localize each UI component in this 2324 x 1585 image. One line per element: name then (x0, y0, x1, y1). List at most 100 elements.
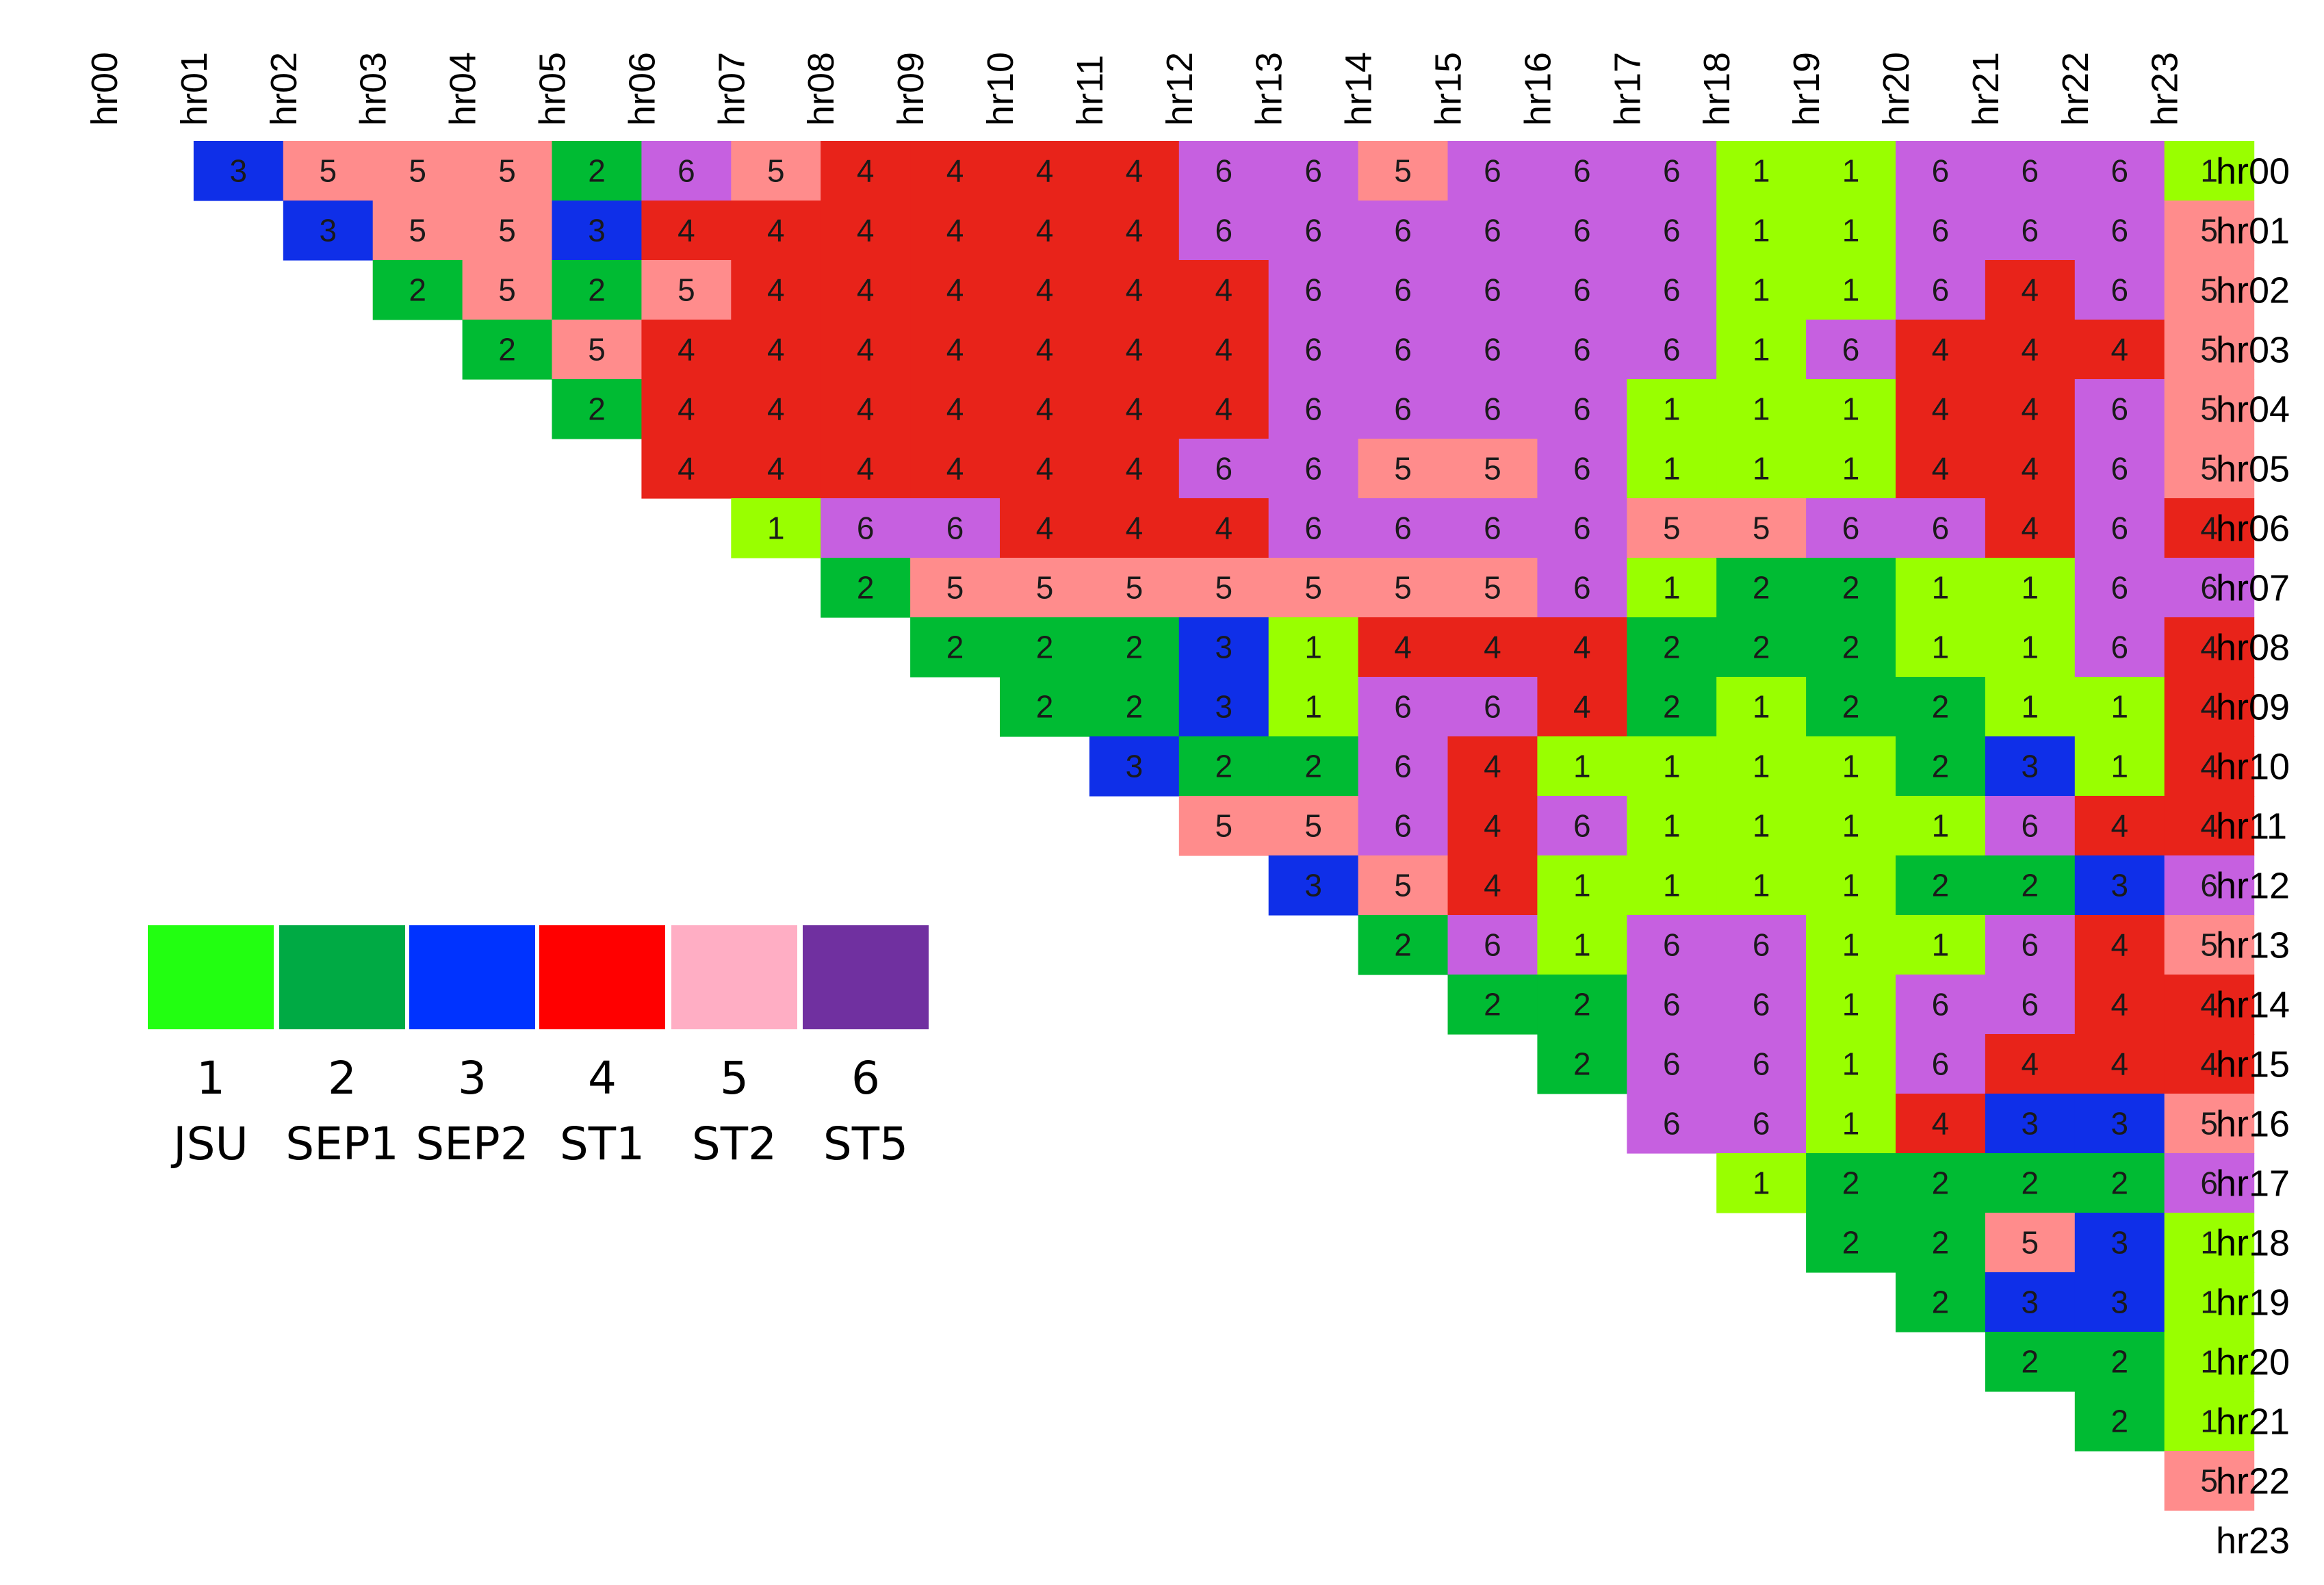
cell-hr17-hr20 (1896, 1153, 1986, 1213)
cell-value-hr10-hr11: 3 (1126, 749, 1144, 784)
cell-hr02-hr03 (372, 260, 463, 320)
cell-value-hr05-hr10: 4 (1036, 451, 1054, 487)
cell-value-hr12-hr22: 3 (2111, 868, 2129, 903)
cell-hr18-hr20 (1896, 1213, 1986, 1273)
cell-value-hr19-hr22: 3 (2111, 1285, 2129, 1320)
cell-hr12-hr15 (1447, 855, 1538, 916)
cell-value-hr13-hr20: 1 (1932, 927, 1950, 963)
legend-value-jsu: 1 (196, 1052, 225, 1105)
cell-value-hr08-hr09: 2 (946, 630, 964, 665)
cell-value-hr01-hr18: 1 (1753, 213, 1770, 248)
cell-hr14-hr16 (1537, 975, 1627, 1035)
cell-value-hr10-hr22: 1 (2111, 749, 2129, 784)
cell-value-hr00-hr17: 6 (1663, 153, 1681, 189)
col-label-hr10: hr10 (980, 52, 1021, 126)
cell-hr00-hr06 (641, 141, 732, 201)
cell-hr06-hr10 (1000, 498, 1090, 558)
cell-value-hr00-hr23: 1 (2200, 153, 2218, 189)
cell-value-hr14-hr22: 4 (2111, 987, 2129, 1022)
col-label-hr19: hr19 (1786, 52, 1827, 126)
cell-hr02-hr22 (2074, 260, 2165, 320)
cell-value-hr09-hr23: 4 (2200, 689, 2218, 725)
cell-hr01-hr15 (1447, 201, 1538, 261)
cell-hr05-hr06 (641, 439, 732, 499)
cell-hr18-hr22 (2074, 1213, 2165, 1273)
cell-value-hr10-hr17: 1 (1663, 749, 1681, 784)
cell-hr00-hr03 (372, 141, 463, 201)
cell-hr00-hr07 (731, 141, 821, 201)
cell-hr07-hr12 (1178, 558, 1269, 618)
cell-hr16-hr20 (1896, 1094, 1986, 1154)
cell-value-hr07-hr14: 5 (1394, 570, 1412, 606)
cell-hr09-hr13 (1268, 677, 1359, 737)
legend-swatch-sep2 (409, 925, 535, 1029)
cell-hr01-hr02 (283, 201, 374, 261)
row-label-hr12: hr12 (2216, 866, 2290, 907)
cell-hr01-hr07 (731, 201, 821, 261)
cell-value-hr04-hr12: 4 (1215, 391, 1233, 427)
cell-value-hr10-hr19: 1 (1842, 749, 1860, 784)
cell-hr02-hr06 (641, 260, 732, 320)
cell-hr05-hr16 (1537, 439, 1627, 499)
cell-hr03-hr08 (821, 320, 911, 380)
cell-value-hr05-hr22: 6 (2111, 451, 2129, 487)
cell-hr06-hr16 (1537, 498, 1627, 558)
cell-value-hr15-hr20: 6 (1932, 1046, 1950, 1082)
cell-hr10-hr18 (1716, 736, 1807, 797)
cell-value-hr15-hr16: 2 (1573, 1046, 1591, 1082)
cell-value-hr13-hr19: 1 (1842, 927, 1860, 963)
cell-value-hr16-hr17: 6 (1663, 1106, 1681, 1142)
cell-hr07-hr20 (1896, 558, 1986, 618)
cell-value-hr18-hr20: 2 (1932, 1225, 1950, 1261)
cell-value-hr04-hr17: 1 (1663, 391, 1681, 427)
cell-hr16-hr23 (2164, 1094, 2255, 1154)
cell-value-hr02-hr21: 4 (2022, 272, 2039, 308)
cell-hr08-hr17 (1627, 617, 1717, 678)
cell-hr02-hr05 (552, 260, 642, 320)
cell-value-hr07-hr13: 5 (1304, 570, 1322, 606)
cell-hr02-hr10 (1000, 260, 1090, 320)
cell-hr12-hr21 (1985, 855, 2076, 916)
cell-hr02-hr11 (1089, 260, 1180, 320)
cell-value-hr08-hr12: 3 (1215, 630, 1233, 665)
cell-hr14-hr18 (1716, 975, 1807, 1035)
legend-value-sep2: 3 (458, 1052, 487, 1105)
cell-value-hr03-hr17: 6 (1663, 332, 1681, 368)
cell-hr00-hr05 (552, 141, 642, 201)
cell-hr01-hr16 (1537, 201, 1627, 261)
cell-hr00-hr15 (1447, 141, 1538, 201)
legend-name-sep1: SEP1 (285, 1118, 398, 1170)
cell-hr20-hr21 (1985, 1332, 2076, 1392)
cell-value-hr00-hr08: 4 (857, 153, 875, 189)
cell-hr06-hr12 (1178, 498, 1269, 558)
cell-hr00-hr04 (462, 141, 553, 201)
cell-hr05-hr11 (1089, 439, 1180, 499)
cell-value-hr06-hr17: 5 (1663, 511, 1681, 546)
col-label-hr15: hr15 (1428, 52, 1469, 126)
cell-hr11-hr12 (1178, 796, 1269, 856)
cell-hr01-hr06 (641, 201, 732, 261)
legend-name-st2: ST2 (692, 1118, 777, 1170)
cell-hr02-hr08 (821, 260, 911, 320)
cell-value-hr10-hr12: 2 (1215, 749, 1233, 784)
cell-value-hr02-hr23: 5 (2200, 272, 2218, 308)
cell-value-hr04-hr19: 1 (1842, 391, 1860, 427)
legend-name-sep2: SEP2 (415, 1118, 528, 1170)
cell-value-hr10-hr23: 4 (2200, 749, 2218, 784)
cell-value-hr16-hr23: 5 (2200, 1106, 2218, 1142)
legend-swatch-st5 (803, 925, 929, 1029)
cell-value-hr06-hr22: 6 (2111, 511, 2129, 546)
col-label-hr13: hr13 (1249, 52, 1290, 126)
cell-value-hr07-hr08: 2 (857, 570, 875, 606)
cell-hr08-hr14 (1358, 617, 1449, 678)
legend-name-st5: ST5 (823, 1118, 908, 1170)
cell-hr10-hr13 (1268, 736, 1359, 797)
cell-value-hr08-hr18: 2 (1753, 630, 1770, 665)
cell-hr04-hr06 (641, 379, 732, 439)
cell-hr03-hr17 (1627, 320, 1717, 380)
cell-hr01-hr14 (1358, 201, 1449, 261)
row-label-hr09: hr09 (2216, 687, 2290, 728)
cell-value-hr13-hr14: 2 (1394, 927, 1412, 963)
cell-hr15-hr18 (1716, 1034, 1807, 1094)
cell-hr03-hr19 (1806, 320, 1896, 380)
